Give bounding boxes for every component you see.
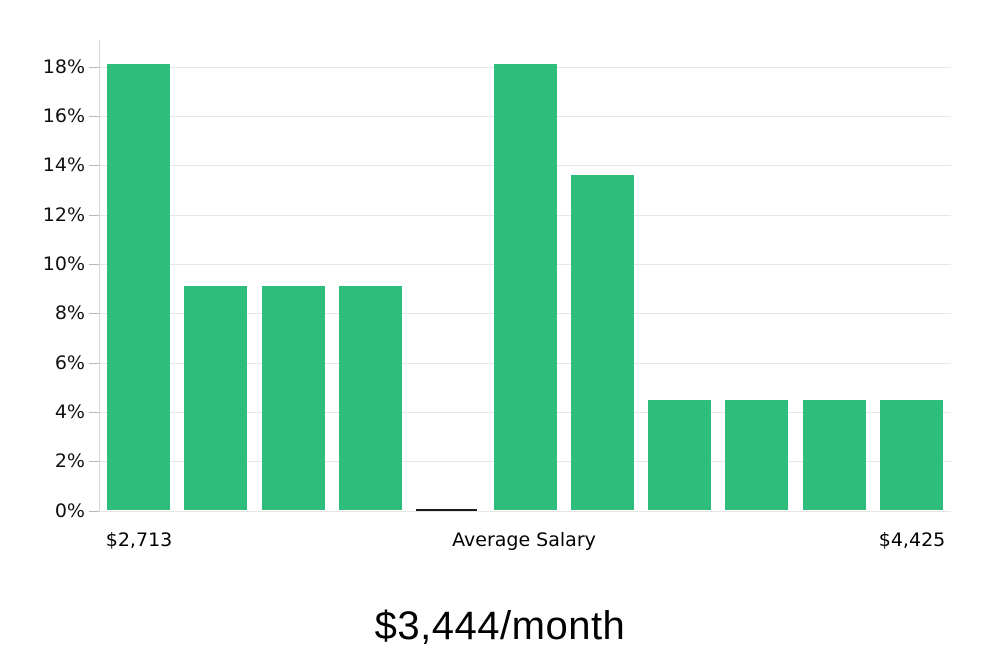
y-tick-label: 12% xyxy=(42,203,85,226)
bar xyxy=(107,64,170,511)
y-tick-mark xyxy=(89,411,99,413)
y-tick-label: 10% xyxy=(42,253,85,275)
bar xyxy=(880,399,943,511)
bar xyxy=(261,286,325,511)
bar xyxy=(570,175,634,511)
average-salary-value: $3,444/month xyxy=(374,604,626,648)
y-tick-label: 8% xyxy=(54,302,85,325)
y-axis-line xyxy=(99,40,100,511)
y-tick-mark xyxy=(89,116,99,118)
y-tick-mark xyxy=(89,214,99,216)
y-tick-mark xyxy=(89,66,99,68)
x-axis-label-average-salary: Average Salary xyxy=(452,529,596,551)
bar xyxy=(493,64,557,511)
y-tick-mark xyxy=(89,362,99,364)
y-tick-label: 0% xyxy=(54,499,85,522)
y-tick-label: 6% xyxy=(54,351,85,374)
bar xyxy=(338,286,402,511)
x-axis-label-min: $2,713 xyxy=(105,529,173,551)
y-tick-mark xyxy=(89,461,99,463)
gridline xyxy=(99,510,951,512)
y-tick-mark xyxy=(89,165,99,167)
bar xyxy=(648,399,712,511)
average-marker-bar xyxy=(416,508,478,511)
bar xyxy=(184,286,248,511)
x-axis-label-max: $4,425 xyxy=(878,529,946,551)
y-tick-label: 14% xyxy=(42,154,85,177)
y-tick-label: 2% xyxy=(54,450,85,473)
y-tick-label: 18% xyxy=(42,55,85,78)
bar xyxy=(802,399,866,511)
y-tick-label: 4% xyxy=(54,400,85,423)
bar xyxy=(725,399,789,511)
y-tick-mark xyxy=(89,264,99,265)
y-tick-mark xyxy=(89,510,99,512)
y-tick-mark xyxy=(89,313,99,315)
y-tick-label: 16% xyxy=(42,105,85,128)
